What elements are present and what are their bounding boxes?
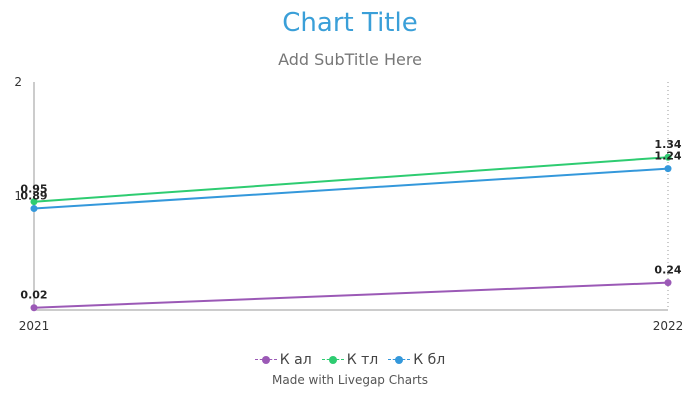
legend-item[interactable]: К ал xyxy=(254,352,312,368)
legend-label: К бл xyxy=(413,352,446,368)
legend-item[interactable]: К тл xyxy=(321,352,379,368)
legend-item[interactable]: К бл xyxy=(388,352,445,368)
data-point xyxy=(30,205,38,213)
legend-marker-icon xyxy=(321,355,344,365)
credit-text: Made with Livegap Charts xyxy=(272,373,428,387)
chart-title: Chart Title xyxy=(282,8,418,38)
series-line xyxy=(33,156,669,203)
data-point xyxy=(30,198,38,206)
legend-marker-icon xyxy=(254,355,277,365)
legend-marker-icon xyxy=(388,355,411,365)
x-tick-label: 2022 xyxy=(653,319,684,333)
y-tick-label: 1 xyxy=(14,189,22,203)
series-line xyxy=(33,167,669,210)
legend: К ал К тл К бл xyxy=(0,352,700,368)
legend-label: К ал xyxy=(279,352,312,368)
data-point xyxy=(664,153,672,161)
y-tick-label: 2 xyxy=(14,75,22,89)
data-label: 0.89 xyxy=(20,190,47,203)
data-label: 1.24 xyxy=(654,150,681,163)
x-tick-label: 2021 xyxy=(19,319,50,333)
data-label: 0.95 xyxy=(20,183,47,196)
legend-label: К тл xyxy=(346,352,379,368)
data-point xyxy=(664,279,672,287)
data-label: 0.02 xyxy=(20,289,47,302)
data-point xyxy=(30,304,38,312)
data-label: 0.24 xyxy=(654,264,681,277)
data-label: 1.34 xyxy=(654,138,681,151)
chart-subtitle: Add SubTitle Here xyxy=(278,50,422,69)
data-point xyxy=(664,165,672,173)
series-line xyxy=(33,281,669,309)
